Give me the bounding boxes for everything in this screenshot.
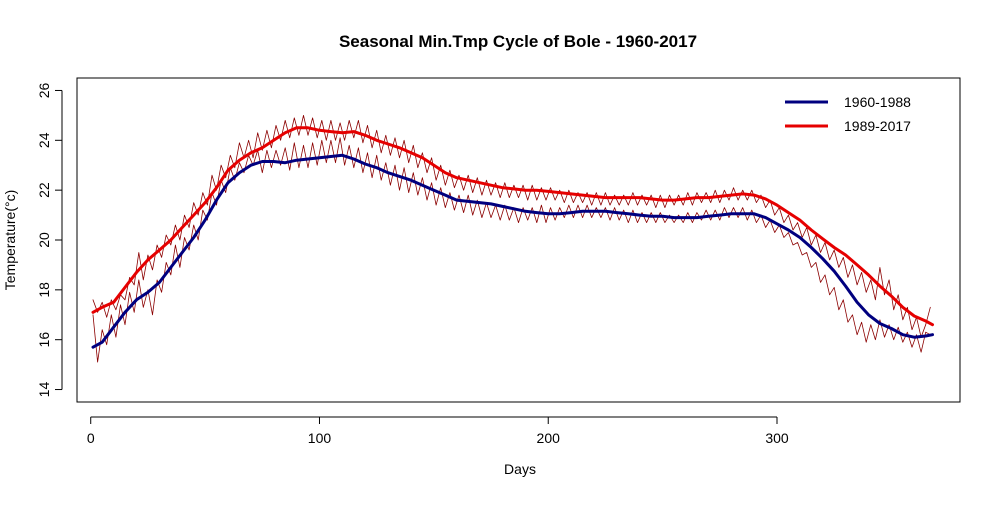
y-axis-label: Temperature(°c) — [2, 190, 18, 291]
axes: 0 100 200 300 14 16 18 20 22 24 26 — [36, 77, 961, 446]
series-line-1960-1988 — [91, 153, 934, 349]
y-tick-label-22: 22 — [36, 182, 52, 198]
legend-label-1960-1988: 1960-1988 — [844, 94, 911, 110]
raw-series-line-2 — [92, 137, 931, 363]
chart-title: Seasonal Min.Tmp Cycle of Bole - 1960-20… — [339, 32, 697, 51]
x-axis-label: Days — [504, 461, 536, 477]
series-line-1989-2017 — [91, 126, 934, 327]
raw-series-line-3 — [92, 115, 931, 338]
x-tick-label-200: 200 — [537, 430, 561, 446]
y-tick-label-16: 16 — [36, 332, 52, 348]
legend: 1960-1988 1989-2017 — [785, 94, 911, 134]
x-tick-label-0: 0 — [87, 430, 95, 446]
y-tick-label-20: 20 — [36, 232, 52, 248]
legend-label-1989-2017: 1989-2017 — [844, 118, 911, 134]
plot-area — [91, 115, 934, 363]
y-tick-label-24: 24 — [36, 132, 52, 148]
y-tick-label-18: 18 — [36, 282, 52, 298]
plot-frame — [76, 77, 961, 403]
y-tick-label-26: 26 — [36, 82, 52, 98]
y-tick-label-14: 14 — [36, 382, 52, 398]
x-tick-label-100: 100 — [308, 430, 332, 446]
x-tick-label-300: 300 — [765, 430, 789, 446]
